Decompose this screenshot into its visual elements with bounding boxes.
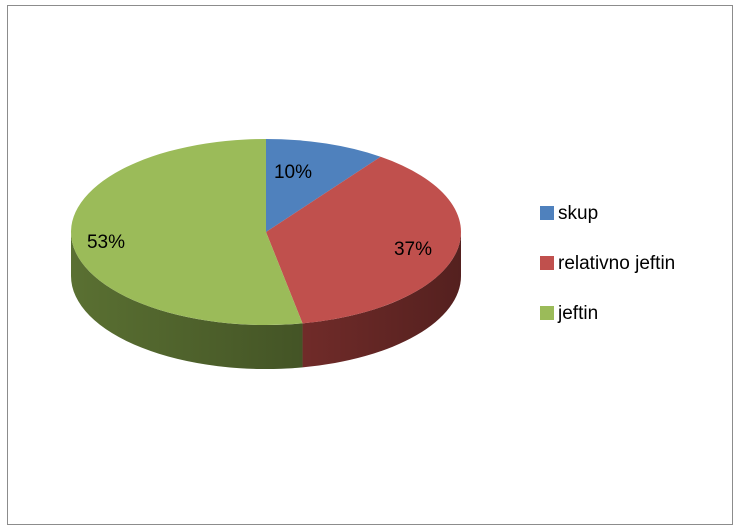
pie-sides — [71, 232, 461, 369]
data-label-relativno-jeftin: 37% — [394, 239, 432, 260]
pie-slice-jeftin — [71, 139, 303, 325]
pie-slice-skup — [266, 139, 381, 232]
legend-swatch-jeftin — [540, 306, 554, 320]
pie-tops — [71, 139, 462, 325]
legend-label-relativno-jeftin: relativno jeftin — [558, 253, 675, 274]
legend: skup relativno jeftin jeftin — [540, 203, 675, 324]
pie-labels: 10% 37% 53% — [87, 162, 432, 260]
pie-side-shade — [302, 232, 461, 368]
legend-label-skup: skup — [558, 203, 598, 224]
data-label-skup: 10% — [274, 162, 312, 183]
legend-label-jeftin: jeftin — [557, 303, 598, 324]
legend-swatch-skup — [540, 206, 554, 220]
pie-slice-relativno-jeftin — [266, 156, 462, 324]
legend-swatch-relativno-jeftin — [540, 256, 554, 270]
pie-side-shade — [71, 232, 303, 369]
data-label-jeftin: 53% — [87, 232, 125, 253]
